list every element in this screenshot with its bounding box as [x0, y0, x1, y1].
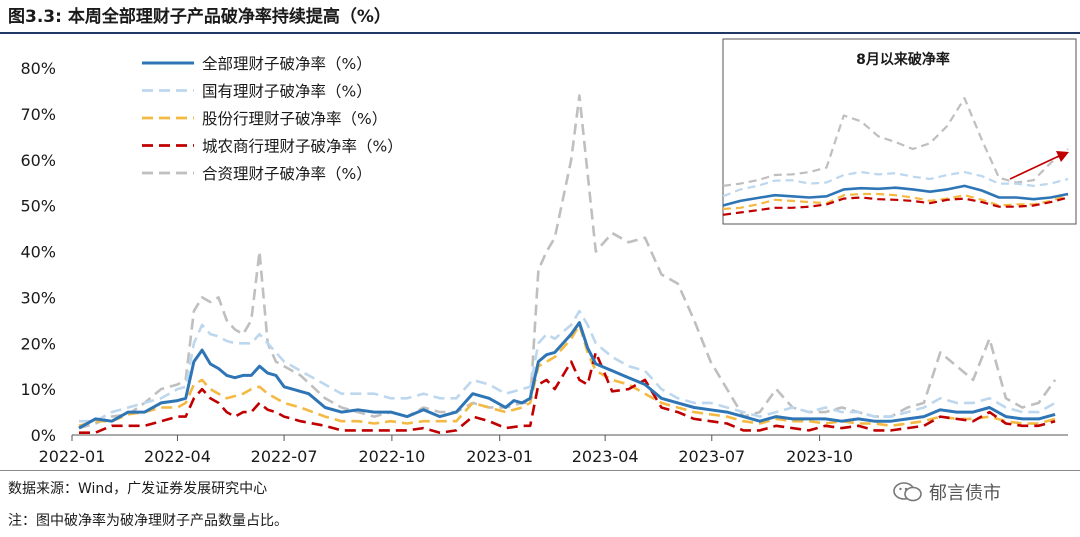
source-note: 数据来源：Wind，广发证券发展研究中心 — [8, 481, 268, 497]
x-tick-label: 2023-10 — [786, 447, 853, 466]
y-tick-label: 60% — [20, 151, 56, 170]
inset-series-state — [722, 171, 1069, 198]
y-tick-label: 50% — [20, 197, 56, 216]
inset-chart: 8月以来破净率 — [722, 38, 1077, 225]
y-tick-label: 0% — [31, 426, 56, 445]
x-tick-label: 2023-07 — [678, 447, 745, 466]
y-tick-label: 80% — [20, 59, 56, 78]
watermark: 郁言债市 — [893, 478, 1001, 506]
x-axis: 2022-01 2022-04 2022-07 2022-10 2023-01 2023-… — [39, 434, 1068, 466]
series-line-all — [78, 321, 1056, 430]
x-tick-label: 2022-01 — [39, 447, 106, 466]
watermark-text: 郁言债市 — [929, 483, 1001, 504]
y-axis-ticks: 0% 10% 20% 30% 40% 50% 60% 70% 80% — [20, 59, 56, 445]
legend-label-all: 全部理财子破净率（%） — [202, 55, 372, 73]
legend-label-rural: 城农商行理财子破净率（%） — [202, 138, 403, 156]
legend-label-state: 国有理财子破净率（%） — [202, 83, 372, 101]
series-line-state — [79, 309, 1056, 423]
legend-label-foreign: 合资理财子破净率（%） — [202, 165, 372, 183]
footer-divider — [0, 470, 1080, 471]
legend-label-joint: 股份行理财子破净率（%） — [202, 110, 387, 128]
x-tick-label: 2023-04 — [572, 447, 639, 466]
y-tick-label: 30% — [20, 288, 56, 307]
inset-series-foreign — [722, 97, 1069, 187]
figure-title: 图3.3: 本周全部理财子产品破净率持续提高（%） — [8, 7, 391, 27]
line-chart: 0%10%20%30%40%50%60%70%80% 2022-01 2022-0… — [20, 38, 1077, 466]
x-tick-label: 2022-04 — [144, 447, 211, 466]
x-tick-label: 2022-10 — [358, 447, 425, 466]
x-tick-label: 2023-01 — [466, 447, 533, 466]
y-tick-label: 20% — [20, 334, 56, 353]
footnote: 注：图中破净率为破净理财子产品数量占比。 — [8, 513, 288, 529]
trend-arrow-head — [1056, 151, 1069, 162]
y-tick-label: 40% — [20, 243, 56, 262]
inset-series-rural — [722, 196, 1069, 216]
trend-arrow-shaft — [1009, 155, 1060, 180]
wechat-icon — [893, 482, 922, 502]
inset-series-all — [722, 184, 1069, 207]
series-line-rural — [79, 351, 1056, 435]
y-tick-label: 70% — [20, 105, 56, 124]
y-tick-label: 10% — [20, 380, 56, 399]
x-tick-label: 2022-07 — [251, 447, 318, 466]
series-lines — [78, 94, 1057, 435]
legend: 全部理财子破净率（%） 国有理财子破净率（%） 股份行理财子破净率（%） 城农商行理财… — [142, 55, 403, 183]
inset-series-joint — [722, 192, 1069, 211]
title-underline — [0, 32, 1080, 34]
inset-frame — [722, 38, 1077, 225]
inset-title: 8月以来破净率 — [856, 51, 950, 68]
